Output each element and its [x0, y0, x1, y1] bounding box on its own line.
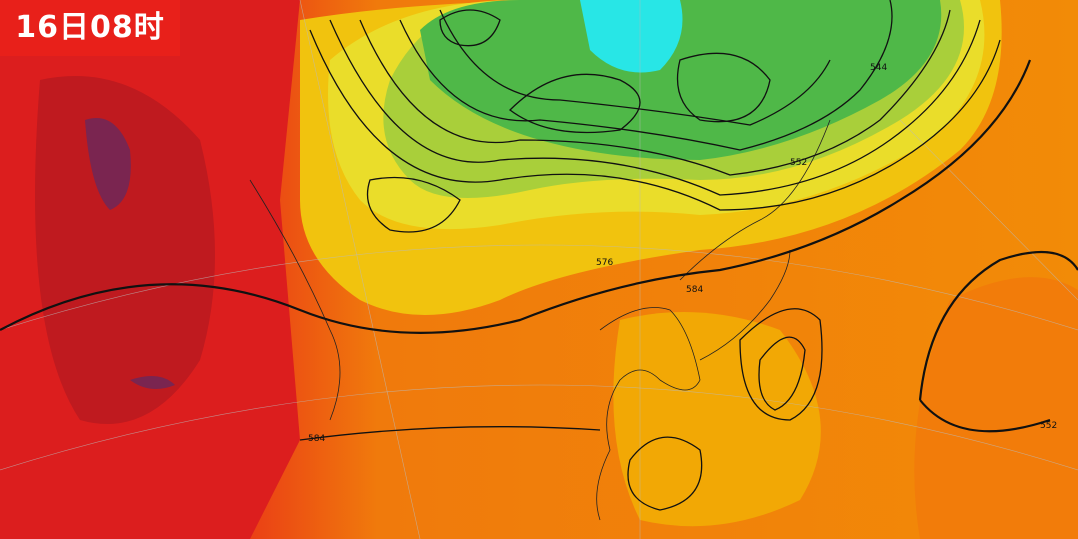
time-badge: 16日08时 — [0, 0, 180, 56]
extreme-zone — [85, 118, 131, 210]
warm-patch — [613, 312, 821, 527]
contour-label: 584 — [308, 434, 325, 444]
coastlines — [249, 119, 831, 521]
contour-label: 584 — [686, 285, 703, 295]
cold-band — [420, 0, 942, 160]
contour-label: 552 — [1040, 421, 1057, 431]
contour-label: 552 — [790, 158, 807, 168]
very-cold-zone — [580, 0, 683, 73]
ocean-warm — [914, 277, 1078, 539]
contour-label: 544 — [870, 63, 887, 73]
isohypses — [0, 0, 1078, 511]
very-hot-zone — [35, 76, 215, 424]
contour-label: 576 — [596, 258, 613, 268]
extreme-zone — [130, 376, 175, 389]
